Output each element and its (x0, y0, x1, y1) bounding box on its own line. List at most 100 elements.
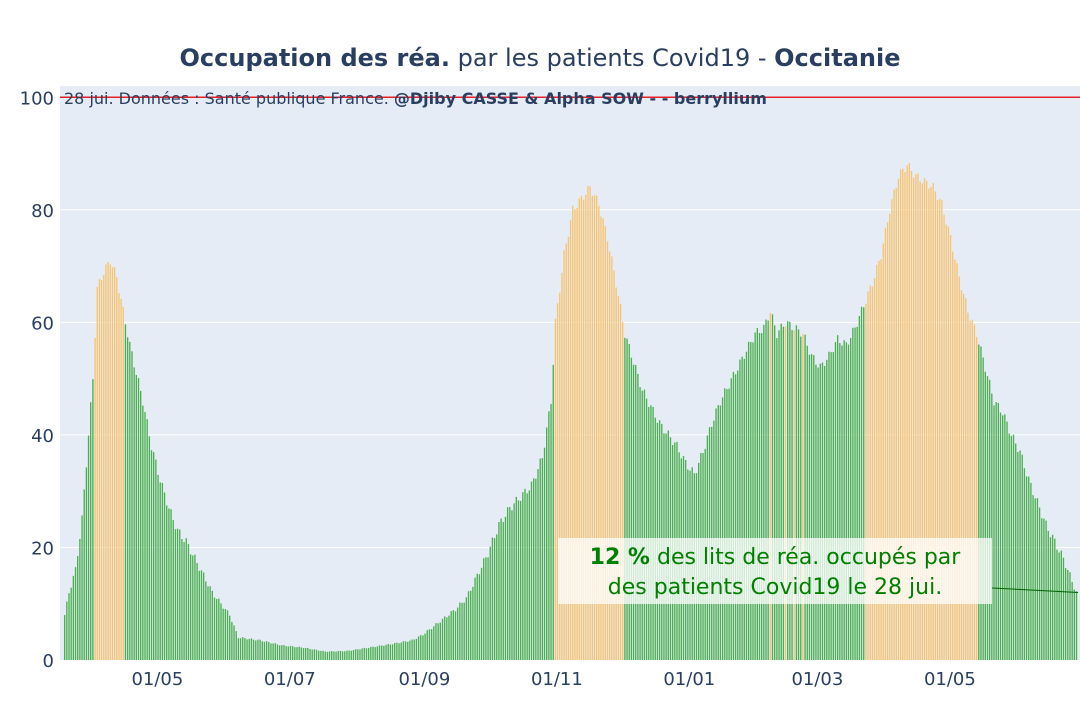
chart-subtitle: 28 jui. Données : Santé publique France.… (64, 89, 767, 108)
bar-day-321 (760, 333, 763, 660)
annotation-arrow (991, 587, 1079, 593)
bar-day-123 (331, 651, 333, 660)
bar-day-419 (973, 324, 976, 660)
bar-day-427 (991, 393, 993, 660)
bar-day-93 (265, 641, 268, 660)
bar-day-71 (218, 598, 220, 660)
bar-day-102 (285, 646, 287, 660)
bar-day-114 (311, 649, 313, 660)
bar-day-328 (776, 338, 778, 660)
bar-day-455 (1051, 534, 1054, 660)
bar-day-360 (845, 342, 848, 660)
bar-day-197 (491, 537, 494, 660)
bar-day-146 (381, 645, 383, 660)
bar-day-401 (934, 191, 937, 660)
bar-day-95 (270, 643, 272, 660)
bar-day-324 (767, 320, 769, 660)
y-tick-label: 80 (31, 201, 54, 222)
bar-day-444 (1028, 476, 1030, 660)
bar-day-379 (886, 222, 889, 660)
bar-day-54 (181, 539, 183, 660)
bar-day-391 (912, 177, 915, 660)
bar-day-181 (457, 607, 459, 660)
bar-day-201 (500, 518, 502, 660)
bar-day-105 (291, 646, 294, 660)
bar-day-248 (602, 218, 604, 661)
bar-day-432 (1002, 415, 1004, 660)
bar-day-412 (958, 276, 960, 660)
bar-day-104 (289, 645, 292, 660)
bar-day-32 (133, 367, 135, 660)
bar-day-103 (287, 646, 289, 660)
bar-day-17 (100, 279, 103, 660)
bar-day-442 (1023, 468, 1026, 660)
bar-day-166 (424, 633, 426, 660)
bar-day-351 (826, 359, 828, 660)
bar-day-121 (326, 651, 329, 660)
bar-day-29 (126, 337, 129, 660)
bar-day-460 (1062, 557, 1065, 660)
bar-day-63 (200, 570, 203, 660)
bar-day-445 (1030, 482, 1032, 660)
bar-day-190 (476, 573, 478, 660)
bar-day-24 (116, 277, 118, 660)
bar-day-403 (939, 198, 941, 661)
bar-day-183 (461, 602, 463, 660)
bar-day-0 (64, 614, 66, 660)
bar-day-341 (804, 334, 806, 660)
bar-day-1 (66, 601, 68, 660)
bar-day-213 (526, 493, 528, 660)
bar-day-233 (569, 219, 572, 660)
bar-day-428 (993, 405, 995, 660)
bar-day-112 (307, 647, 309, 660)
bar-day-179 (452, 610, 455, 660)
bar-day-18 (103, 274, 105, 660)
bar-day-307 (730, 378, 732, 660)
bar-day-388 (906, 165, 908, 660)
bar-day-399 (930, 187, 932, 660)
x-tick-label: 01/11 (531, 669, 583, 690)
bar-day-174 (441, 618, 444, 660)
bar-day-215 (530, 481, 533, 660)
bar-day-89 (257, 639, 259, 660)
bar-day-75 (226, 610, 229, 660)
bar-day-90 (259, 639, 261, 660)
x-axis: 01/05 01/07 01/09 01/11 01/01 01/03 01/05 (131, 669, 975, 690)
bar-day-216 (533, 478, 535, 660)
bar-day-15 (96, 286, 98, 660)
bar-day-51 (174, 529, 177, 660)
bar-day-147 (383, 645, 385, 660)
bar-day-66 (207, 586, 209, 660)
bar-day-199 (496, 534, 498, 660)
bar-day-435 (1008, 433, 1010, 660)
bar-day-108 (298, 646, 300, 660)
bar-day-91 (261, 641, 263, 660)
bar-day-342 (806, 345, 808, 660)
bar-day-363 (852, 327, 854, 660)
bar-day-367 (860, 306, 863, 660)
bar-day-115 (313, 649, 316, 660)
bar-day-205 (509, 507, 511, 660)
bar-day-98 (276, 644, 279, 660)
bar-day-310 (737, 370, 739, 660)
bar-day-78 (233, 625, 235, 660)
bar-day-448 (1036, 498, 1039, 660)
bar-day-429 (995, 401, 997, 660)
subtitle-part-1: @Djiby CASSE & Alpha SOW - - berryllium (394, 89, 767, 108)
bar-day-300 (715, 408, 717, 660)
bar-day-333 (787, 321, 789, 660)
bar-day-64 (202, 572, 205, 660)
bar-day-400 (932, 182, 934, 660)
bar-day-402 (936, 200, 939, 660)
bar-day-319 (756, 328, 758, 660)
bar-day-256 (619, 303, 622, 660)
bar-day-35 (140, 390, 142, 660)
bar-day-221 (543, 447, 546, 660)
bar-day-196 (489, 546, 491, 660)
bar-day-145 (378, 645, 381, 660)
x-tick-label: 01/05 (924, 669, 976, 690)
bar-day-456 (1054, 538, 1056, 660)
bar-day-134 (354, 649, 357, 660)
bar-day-372 (871, 286, 874, 660)
